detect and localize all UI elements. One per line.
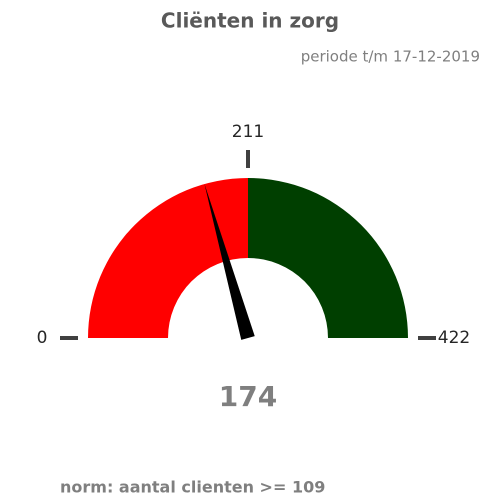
gauge-band	[88, 178, 248, 338]
gauge-band	[248, 178, 408, 338]
tick-label: 211	[232, 122, 264, 142]
chart-title: Cliënten in zorg	[161, 9, 339, 33]
footnote: norm: aantal clienten >= 109	[60, 478, 325, 497]
chart-subtitle: periode t/m 17-12-2019	[301, 48, 480, 66]
value-label: 174	[219, 380, 277, 413]
tick-label: 422	[438, 328, 470, 348]
tick-label: 0	[37, 328, 48, 348]
needle	[204, 184, 255, 340]
